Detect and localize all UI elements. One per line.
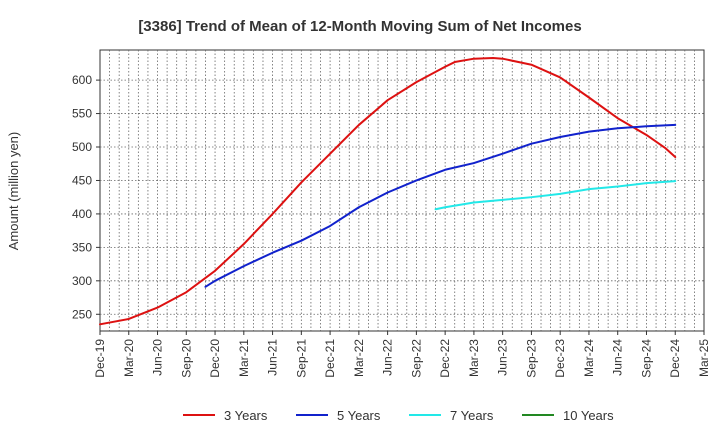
x-tick-label: Sep-21 <box>294 339 308 378</box>
y-tick-label: 450 <box>72 173 92 187</box>
y-tick-label: 250 <box>72 307 92 321</box>
x-tick-label: Mar-21 <box>237 339 251 377</box>
x-tick-label: Mar-20 <box>122 339 136 377</box>
x-tick-label: Jun-21 <box>266 339 280 376</box>
x-tick-label: Mar-24 <box>582 339 596 377</box>
series-line-0 <box>99 57 677 326</box>
x-tick-label: Jun-23 <box>496 339 510 376</box>
x-tick-label: Mar-22 <box>352 339 366 377</box>
x-tick-label: Jun-22 <box>381 339 395 376</box>
x-tick-label: Jun-20 <box>151 339 165 376</box>
x-tick-label: Sep-20 <box>179 339 193 378</box>
x-tick-label: Mar-23 <box>467 339 481 377</box>
y-tick-label: 400 <box>72 207 92 221</box>
x-tick-label: Dec-20 <box>208 339 222 378</box>
x-tick-label: Dec-24 <box>668 339 682 378</box>
y-tick-label: 550 <box>72 107 92 121</box>
x-axis-ticks: Dec-19 Mar-20 Jun-20 Sep-20 Dec-20 Mar-21 Jun-… <box>93 331 711 378</box>
x-tick-label: Jun-24 <box>611 339 625 376</box>
series-line-2 <box>434 180 677 211</box>
legend-label-1: 5 Years <box>337 408 381 423</box>
x-tick-label: Dec-19 <box>93 339 107 378</box>
y-axis-ticks: 250 300 350 400 450 500 550 600 <box>72 73 100 321</box>
y-tick-label: 600 <box>72 73 92 87</box>
series-line-1 <box>204 123 677 288</box>
y-tick-label: 500 <box>72 140 92 154</box>
x-tick-label: Mar-25 <box>697 339 711 377</box>
y-tick-label: 350 <box>72 240 92 254</box>
plot-area <box>99 49 705 332</box>
legend: 3 Years 5 Years 7 Years 10 Years <box>183 408 614 423</box>
y-axis-label: Amount (million yen) <box>6 132 21 251</box>
x-tick-label: Sep-22 <box>409 339 423 378</box>
x-tick-label: Dec-21 <box>323 339 337 378</box>
series-lines <box>99 57 677 326</box>
x-tick-label: Dec-23 <box>553 339 567 378</box>
x-tick-label: Sep-24 <box>639 339 653 378</box>
legend-label-2: 7 Years <box>450 408 494 423</box>
x-tick-label: Sep-23 <box>524 339 538 378</box>
x-tick-label: Dec-22 <box>438 339 452 378</box>
chart-title: [3386] Trend of Mean of 12-Month Moving … <box>138 18 581 35</box>
y-tick-label: 300 <box>72 274 92 288</box>
legend-label-0: 3 Years <box>224 408 268 423</box>
grid-lines <box>100 50 704 331</box>
legend-label-3: 10 Years <box>563 408 614 423</box>
